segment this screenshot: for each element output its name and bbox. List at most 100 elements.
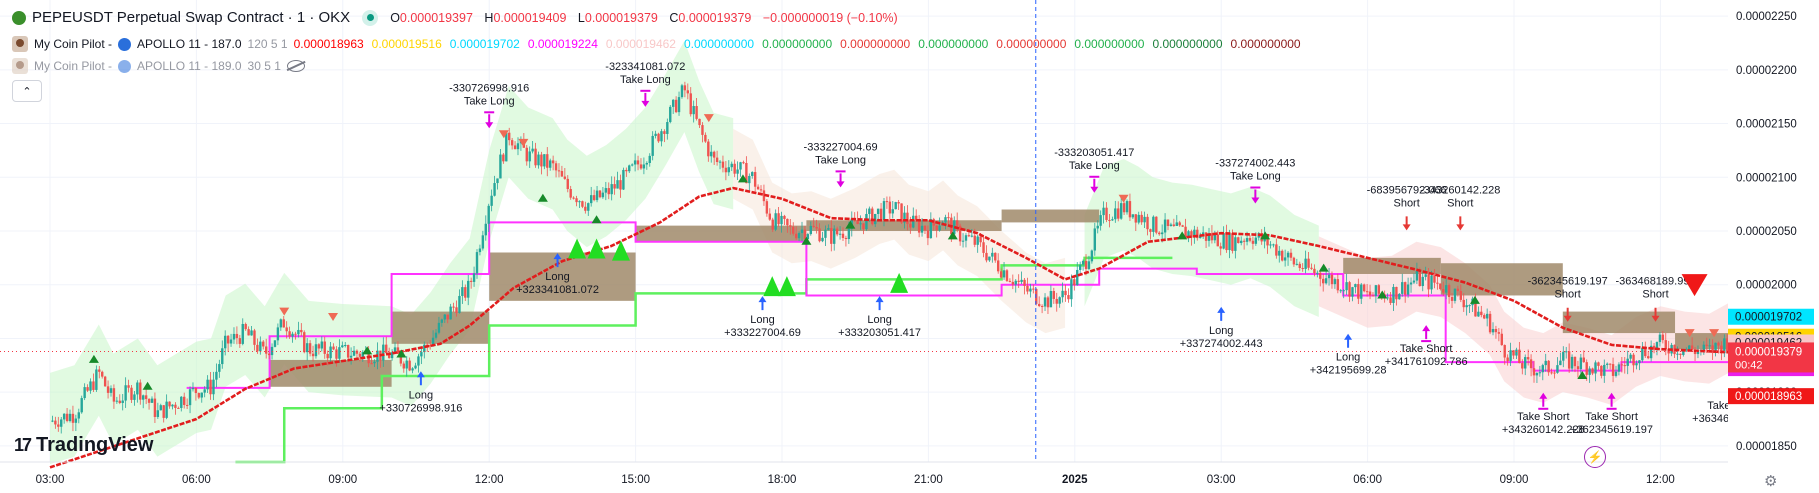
candle-body: [1415, 271, 1419, 281]
candle-body: [1272, 244, 1275, 246]
candle-body: [215, 371, 218, 380]
candle-body: [1005, 270, 1009, 281]
candle-body: [856, 219, 859, 225]
candle-body: [994, 252, 997, 261]
candle-body: [1119, 203, 1123, 219]
candle-body: [288, 331, 291, 337]
candle-body: [344, 345, 347, 347]
candle-body: [1649, 345, 1653, 359]
candle-body: [194, 387, 198, 394]
trade-arrow-down-icon: [485, 114, 494, 129]
candle-body: [1146, 216, 1149, 230]
candle-body: [285, 327, 288, 332]
trade-label-bottom: Short: [1555, 289, 1581, 301]
buy-signal-icon: [362, 346, 373, 355]
candle-body: [165, 401, 168, 418]
candle-body: [1480, 311, 1483, 316]
candle-body: [1576, 366, 1580, 370]
candle-body: [671, 99, 675, 107]
candle-body: [710, 151, 713, 157]
candle-body: [1125, 201, 1129, 213]
candle-body: [654, 133, 657, 136]
candle-body: [915, 215, 918, 221]
candle-body: [976, 236, 979, 245]
candle-body: [1248, 238, 1252, 241]
indicator-1-value: 0.000000000: [840, 37, 911, 51]
candle-body: [358, 353, 362, 357]
candle-body: [434, 332, 438, 338]
candle-body: [305, 343, 309, 353]
candle-body: [1333, 279, 1337, 285]
candle-body: [809, 225, 812, 235]
candle-body: [891, 209, 894, 214]
indicator-1-value: 0.000019702: [449, 37, 520, 51]
time-tick-label: 03:00: [36, 474, 65, 486]
candle-body: [683, 85, 687, 91]
buy-signal-icon: [591, 215, 602, 224]
candle-body: [835, 228, 839, 235]
market-status-icon[interactable]: [362, 9, 379, 26]
candle-body: [262, 341, 265, 347]
candle-body: [1565, 351, 1568, 353]
candle-body: [1512, 350, 1515, 356]
candle-body: [906, 212, 909, 224]
symbol-title[interactable]: PEPEUSDT Perpetual Swap Contract · 1 · O…: [32, 9, 351, 26]
candle-body: [1064, 290, 1067, 296]
candle-body: [669, 106, 672, 123]
candle-body: [1131, 214, 1135, 218]
candle-body: [426, 344, 429, 346]
candle-body: [595, 190, 599, 201]
candle-body: [54, 420, 57, 425]
candle-body: [862, 223, 865, 230]
indicator-legend-1[interactable]: My Coin Pilot - APOLLO 11 - 187.0 120 5 …: [12, 36, 1301, 52]
okx-logo-icon: [12, 10, 26, 25]
candle-body: [701, 125, 704, 135]
candle-body: [1403, 282, 1407, 295]
indicator-legend-2[interactable]: My Coin Pilot - APOLLO 11 - 189.0 30 5 1: [12, 58, 305, 74]
candle-body: [1485, 313, 1489, 319]
candle-body: [467, 280, 470, 298]
candle-body: [314, 344, 318, 357]
candle-body: [297, 329, 300, 335]
candle-body: [1111, 219, 1114, 221]
candle-body: [1453, 288, 1457, 301]
candle-body: [60, 419, 63, 427]
candle-body: [1058, 297, 1061, 304]
long-cluster-icon: [611, 240, 630, 261]
candle-body: [101, 371, 104, 377]
candle-body: [806, 234, 810, 240]
candle-body: [765, 201, 769, 214]
trade-label-bottom: Take Long: [815, 154, 866, 166]
candle-body: [923, 225, 927, 231]
candle-body: [303, 332, 306, 353]
candle-body: [1714, 342, 1717, 353]
tradingview-logo[interactable]: 17 TradingView: [14, 434, 153, 457]
candle-body: [718, 161, 722, 163]
hidden-eye-icon[interactable]: [286, 60, 305, 72]
candle-body: [405, 360, 408, 369]
take-bar-icon: [1538, 407, 1549, 410]
candle-body: [797, 233, 801, 239]
candle-body: [1600, 365, 1603, 376]
candle-body: [1468, 305, 1471, 307]
collapse-legend-button[interactable]: ⌃: [12, 80, 42, 102]
candle-body: [1254, 237, 1258, 244]
candle-body: [341, 345, 344, 348]
candle-body: [109, 388, 113, 393]
candle-body: [1316, 272, 1319, 274]
candle-body: [127, 385, 130, 388]
candle-body: [1096, 225, 1099, 229]
candle-body: [1483, 315, 1486, 319]
open-label: O: [390, 10, 400, 25]
candle-body: [1152, 216, 1155, 232]
candle-body: [487, 205, 490, 224]
candle-body: [1547, 360, 1550, 373]
candle-body: [601, 192, 605, 198]
take-bar-icon: [1089, 175, 1100, 178]
candle-body: [1114, 208, 1117, 220]
gear-icon[interactable]: ⚙: [1764, 473, 1778, 490]
lightning-icon[interactable]: ⚡: [1584, 446, 1606, 468]
candle-body: [607, 188, 610, 195]
candle-body: [133, 394, 136, 400]
